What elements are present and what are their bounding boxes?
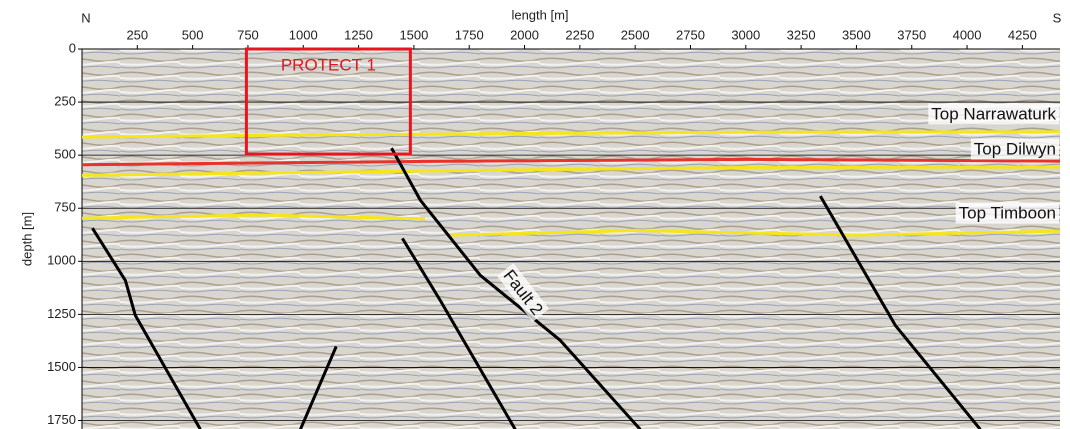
horizon-label: Top Timboon bbox=[959, 204, 1056, 223]
x-tick-label: 250 bbox=[126, 27, 148, 42]
x-tick-label: 750 bbox=[237, 27, 259, 42]
horizon-line bbox=[81, 165, 1061, 177]
label-background bbox=[970, 138, 1059, 160]
label-background bbox=[955, 202, 1059, 224]
horizon-label: Top Dilwyn bbox=[974, 140, 1056, 159]
x-tick-label: 2000 bbox=[510, 27, 539, 42]
x-tick-label: 1750 bbox=[455, 27, 484, 42]
x-tick-label: 1250 bbox=[344, 27, 373, 42]
x-tick-label: 1000 bbox=[289, 27, 318, 42]
y-tick-label: 1750 bbox=[47, 412, 76, 427]
y-tick-label: 500 bbox=[54, 147, 76, 162]
y-axis-label: depth [m] bbox=[19, 212, 34, 266]
fault-line bbox=[299, 345, 338, 429]
x-tick-label: 4250 bbox=[1008, 27, 1037, 42]
x-tick-label: 1500 bbox=[399, 27, 428, 42]
seismic-background bbox=[82, 49, 1060, 429]
south-label: S bbox=[1053, 10, 1062, 25]
x-tick-label: 500 bbox=[182, 27, 204, 42]
horizon-label: Top Narrawaturk bbox=[931, 104, 1056, 123]
y-tick-label: 0 bbox=[69, 40, 76, 55]
y-tick-label: 250 bbox=[54, 94, 76, 109]
horizon-line bbox=[81, 130, 1061, 139]
x-tick-label: 2250 bbox=[565, 27, 594, 42]
y-tick-label: 1500 bbox=[47, 359, 76, 374]
x-tick-label: 3000 bbox=[731, 27, 760, 42]
protect-box bbox=[244, 47, 412, 156]
fault-line bbox=[390, 147, 642, 429]
fault-line bbox=[401, 237, 517, 429]
fault-line bbox=[91, 227, 202, 429]
label-background bbox=[496, 263, 550, 322]
x-tick-label: 3500 bbox=[842, 27, 871, 42]
x-tick-label: 4000 bbox=[953, 27, 982, 42]
y-tick-label: 1000 bbox=[47, 253, 76, 268]
horizon-line bbox=[81, 157, 1061, 167]
label-background bbox=[928, 103, 1060, 125]
north-label: N bbox=[81, 10, 90, 25]
x-tick-label: 3250 bbox=[787, 27, 816, 42]
y-tick-label: 750 bbox=[54, 200, 76, 215]
x-tick-label: 2750 bbox=[676, 27, 705, 42]
x-axis-label: length [m] bbox=[511, 7, 568, 22]
x-tick-label: 3750 bbox=[897, 27, 926, 42]
horizon-line bbox=[81, 213, 1061, 237]
protect-label: PROTECT 1 bbox=[281, 55, 376, 74]
y-tick-label: 1250 bbox=[47, 306, 76, 321]
x-tick-label: 2500 bbox=[621, 27, 650, 42]
fault-line bbox=[819, 195, 982, 429]
